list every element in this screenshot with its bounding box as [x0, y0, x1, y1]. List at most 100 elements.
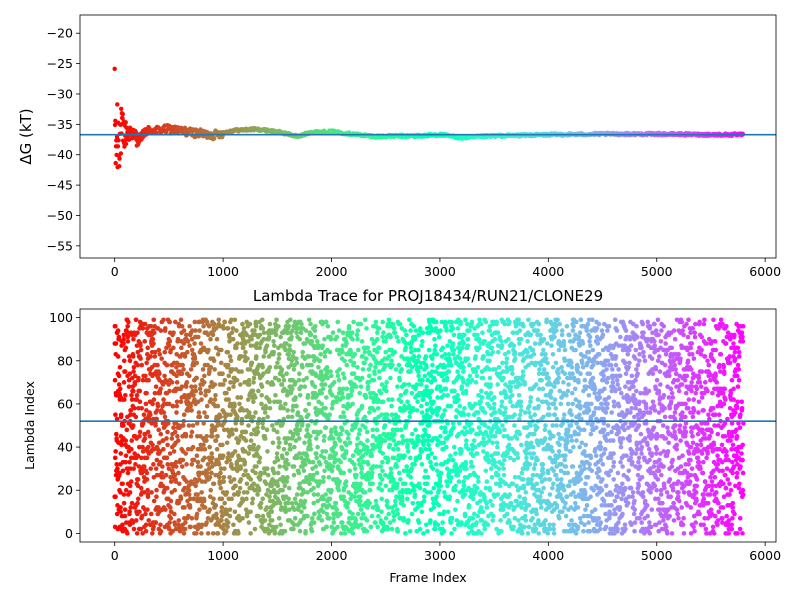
- lambda-point: [398, 427, 404, 433]
- lambda-point: [115, 354, 121, 359]
- lambda-point: [402, 481, 408, 487]
- lambda-point: [150, 401, 155, 407]
- lambda-point: [416, 369, 421, 374]
- lambda-point: [148, 466, 153, 471]
- lambda-point: [276, 323, 281, 329]
- lambda-point: [222, 377, 228, 383]
- lambda-point: [364, 528, 370, 534]
- lambda-point: [426, 347, 432, 353]
- lambda-point: [535, 457, 540, 463]
- lambda-point: [310, 459, 316, 465]
- lambda-point: [216, 317, 222, 323]
- lambda-point: [490, 440, 495, 446]
- lambda-point: [436, 405, 442, 411]
- lambda-point: [369, 513, 375, 519]
- lambda-point: [398, 477, 403, 482]
- lambda-point: [265, 414, 270, 420]
- lambda-point: [329, 468, 335, 474]
- lambda-point: [270, 440, 276, 446]
- lambda-point: [135, 477, 141, 482]
- lambda-point: [497, 483, 503, 489]
- lambda-point: [503, 405, 508, 411]
- lambda-point: [192, 356, 198, 361]
- lambda-point: [285, 408, 290, 413]
- lambda-point: [225, 524, 230, 530]
- lambda-point: [257, 345, 263, 351]
- lambda-point: [407, 414, 412, 420]
- lambda-point: [482, 339, 488, 344]
- lambda-point: [291, 464, 297, 469]
- lambda-point: [204, 403, 210, 409]
- lambda-point: [329, 487, 334, 493]
- delta-g-axes-frame: [79, 14, 777, 259]
- lambda-point: [179, 384, 185, 389]
- lambda-point: [189, 462, 195, 467]
- lambda-point: [424, 384, 429, 389]
- lambda-point: [438, 483, 443, 489]
- lambda-point: [429, 388, 434, 394]
- lambda-point: [336, 377, 342, 383]
- lambda-point: [526, 524, 532, 530]
- lambda-point: [490, 518, 496, 523]
- lambda-point: [176, 470, 181, 476]
- delta-g-point: [112, 122, 118, 128]
- lambda-point: [127, 509, 132, 515]
- lambda-point: [210, 433, 215, 439]
- lambda-point: [134, 343, 140, 348]
- lambda-point: [230, 336, 236, 342]
- lambda-point: [211, 481, 217, 487]
- lambda-point: [517, 412, 523, 418]
- lambda-point: [221, 382, 226, 387]
- lambda-point: [312, 384, 318, 389]
- delta-g-point: [123, 120, 128, 125]
- lambda-point: [178, 399, 184, 405]
- lambda-point: [273, 392, 278, 398]
- lambda-point: [161, 397, 166, 402]
- lambda-point: [480, 375, 486, 381]
- lambda-point: [288, 317, 293, 323]
- lambda-point: [476, 345, 482, 351]
- lambda-point: [535, 397, 541, 402]
- lambda-trace-title: Lambda Trace for PROJ18434/RUN21/CLONE29: [253, 287, 603, 305]
- lambda-point: [525, 349, 530, 355]
- lambda-point: [449, 319, 455, 325]
- lambda-point: [428, 459, 433, 465]
- lambda-point: [461, 364, 466, 370]
- lambda-point: [172, 487, 178, 493]
- lambda-point: [277, 440, 282, 446]
- lambda-point: [311, 500, 317, 506]
- lambda-point: [213, 392, 218, 398]
- lambda-point: [408, 369, 413, 374]
- lambda-point: [498, 518, 503, 523]
- lambda-point: [335, 524, 340, 530]
- lambda-point: [489, 474, 495, 480]
- lambda-point: [317, 513, 322, 519]
- lambda-point: [178, 496, 184, 502]
- lambda-point: [523, 518, 529, 523]
- lambda-point: [357, 503, 363, 508]
- lambda-point: [283, 440, 289, 446]
- lambda-point: [342, 375, 347, 381]
- lambda-point: [349, 388, 355, 394]
- lambda-point: [461, 479, 467, 484]
- lambda-point: [367, 487, 373, 493]
- lambda-point: [442, 408, 448, 413]
- lambda-point: [443, 444, 449, 450]
- lambda-point: [444, 375, 450, 381]
- lambda-point: [321, 438, 327, 443]
- lambda-point: [406, 382, 412, 387]
- lambda-point: [434, 494, 439, 499]
- lambda-point: [219, 496, 225, 502]
- lambda-point: [429, 451, 435, 456]
- lambda-point: [251, 399, 256, 405]
- lambda-point: [113, 341, 119, 346]
- lambda-point: [225, 326, 231, 331]
- lambda-point: [191, 392, 196, 398]
- lambda-point: [376, 513, 381, 519]
- lambda-point: [302, 498, 308, 504]
- lambda-point: [495, 330, 501, 336]
- lambda-point: [186, 487, 192, 493]
- lambda-point: [137, 388, 143, 394]
- delta-g-point: [113, 160, 118, 166]
- lambda-point: [122, 513, 128, 519]
